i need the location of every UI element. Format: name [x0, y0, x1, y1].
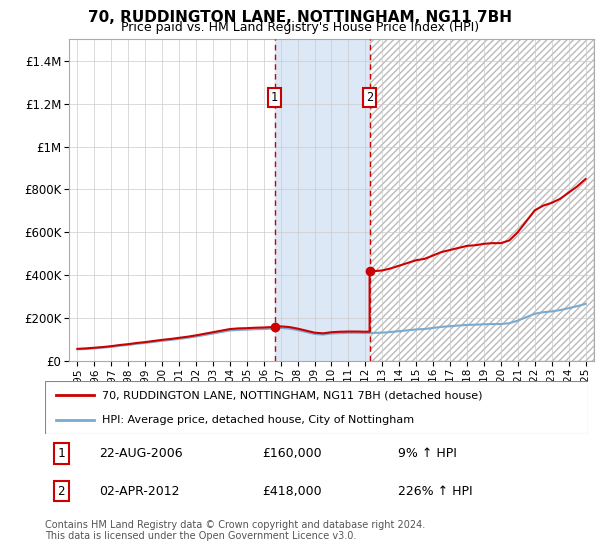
Text: 2: 2	[58, 485, 65, 498]
FancyBboxPatch shape	[45, 381, 588, 434]
Text: HPI: Average price, detached house, City of Nottingham: HPI: Average price, detached house, City…	[102, 414, 414, 424]
Text: 1: 1	[58, 447, 65, 460]
Text: Contains HM Land Registry data © Crown copyright and database right 2024.
This d: Contains HM Land Registry data © Crown c…	[45, 520, 425, 542]
Text: 226% ↑ HPI: 226% ↑ HPI	[398, 485, 473, 498]
Text: 1: 1	[271, 91, 278, 104]
Text: 70, RUDDINGTON LANE, NOTTINGHAM, NG11 7BH (detached house): 70, RUDDINGTON LANE, NOTTINGHAM, NG11 7B…	[102, 390, 482, 400]
Text: £418,000: £418,000	[262, 485, 322, 498]
Text: £160,000: £160,000	[262, 447, 322, 460]
Bar	[275, 39, 370, 361]
Text: 02-APR-2012: 02-APR-2012	[100, 485, 180, 498]
Bar	[370, 39, 594, 361]
Text: Price paid vs. HM Land Registry's House Price Index (HPI): Price paid vs. HM Land Registry's House …	[121, 21, 479, 34]
Text: 2: 2	[366, 91, 373, 104]
Text: 9% ↑ HPI: 9% ↑ HPI	[398, 447, 457, 460]
Text: 70, RUDDINGTON LANE, NOTTINGHAM, NG11 7BH: 70, RUDDINGTON LANE, NOTTINGHAM, NG11 7B…	[88, 10, 512, 25]
Text: 22-AUG-2006: 22-AUG-2006	[100, 447, 183, 460]
